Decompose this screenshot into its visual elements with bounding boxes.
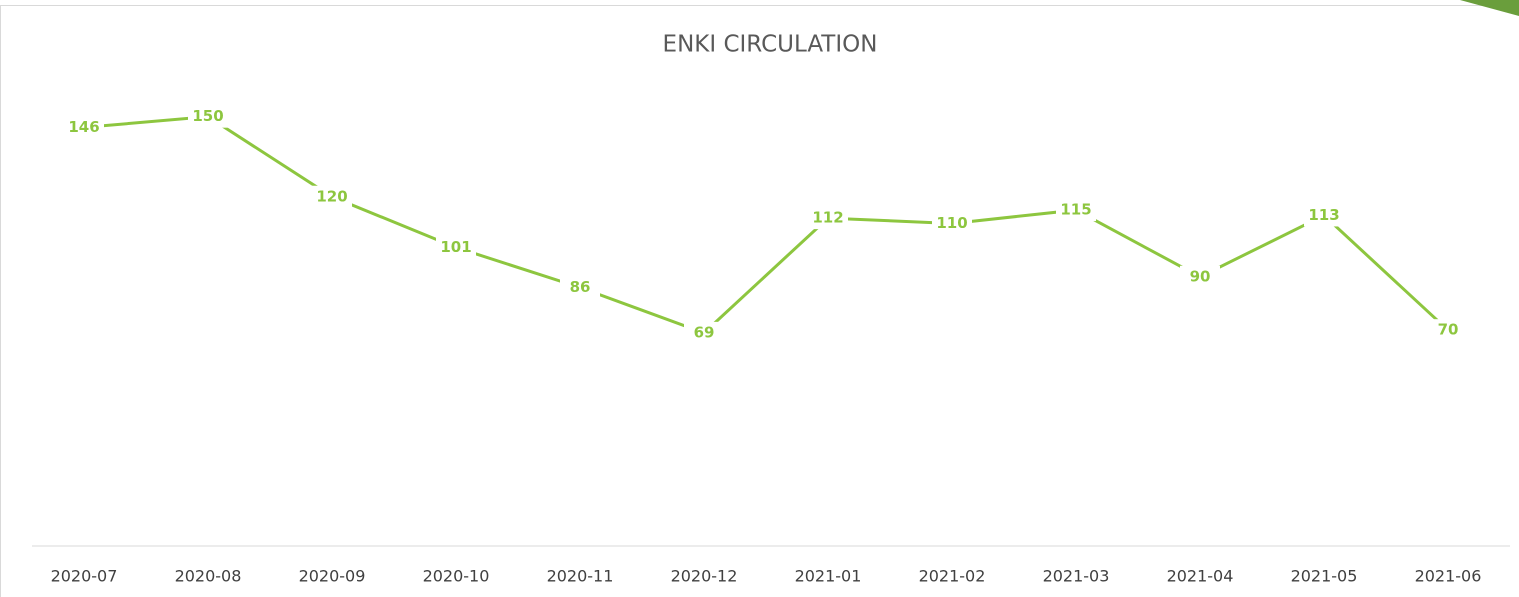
- label-bg: [436, 236, 476, 259]
- label-bg: [560, 276, 600, 299]
- data-label: 90: [1190, 267, 1211, 285]
- label-bg: [1056, 199, 1096, 222]
- x-tick-label: 2021-05: [1291, 567, 1358, 586]
- data-label: 112: [812, 209, 843, 227]
- label-bg: [1428, 319, 1468, 342]
- label-bg: [932, 212, 972, 235]
- x-tick-label: 2021-03: [1043, 567, 1110, 586]
- x-tick-label: 2020-11: [547, 567, 614, 586]
- x-tick-label: 2021-04: [1167, 567, 1234, 586]
- chart-title: ENKI CIRCULATION: [663, 32, 878, 58]
- chart-border: [0, 5, 1519, 597]
- label-bg: [64, 116, 104, 139]
- label-bg: [188, 105, 228, 128]
- data-label: 86: [570, 278, 591, 296]
- x-tick-label: 2020-07: [51, 567, 118, 586]
- x-tick-label: 2020-09: [299, 567, 366, 586]
- x-tick-label: 2021-02: [919, 567, 986, 586]
- label-bg: [808, 207, 848, 230]
- data-label: 101: [440, 238, 471, 256]
- label-bg: [1180, 265, 1220, 288]
- series-line: [83, 115, 1450, 335]
- x-tick-label: 2021-01: [795, 567, 862, 586]
- x-tick-label: 2020-10: [423, 567, 490, 586]
- x-tick-label: 2020-08: [175, 567, 242, 586]
- data-label: 146: [68, 118, 99, 136]
- corner-tab: [1460, 0, 1519, 16]
- data-label: 110: [936, 214, 967, 232]
- data-label: 120: [316, 187, 347, 205]
- x-tick-label: 2020-12: [671, 567, 738, 586]
- data-label: 115: [1060, 201, 1091, 219]
- label-bg: [312, 185, 352, 208]
- data-label: 69: [694, 323, 715, 341]
- data-label: 150: [192, 107, 223, 125]
- x-tick-label: 2021-06: [1415, 567, 1482, 586]
- data-label: 113: [1308, 206, 1339, 224]
- label-bg: [1304, 204, 1344, 227]
- data-label: 70: [1438, 321, 1459, 339]
- label-bg: [684, 321, 724, 344]
